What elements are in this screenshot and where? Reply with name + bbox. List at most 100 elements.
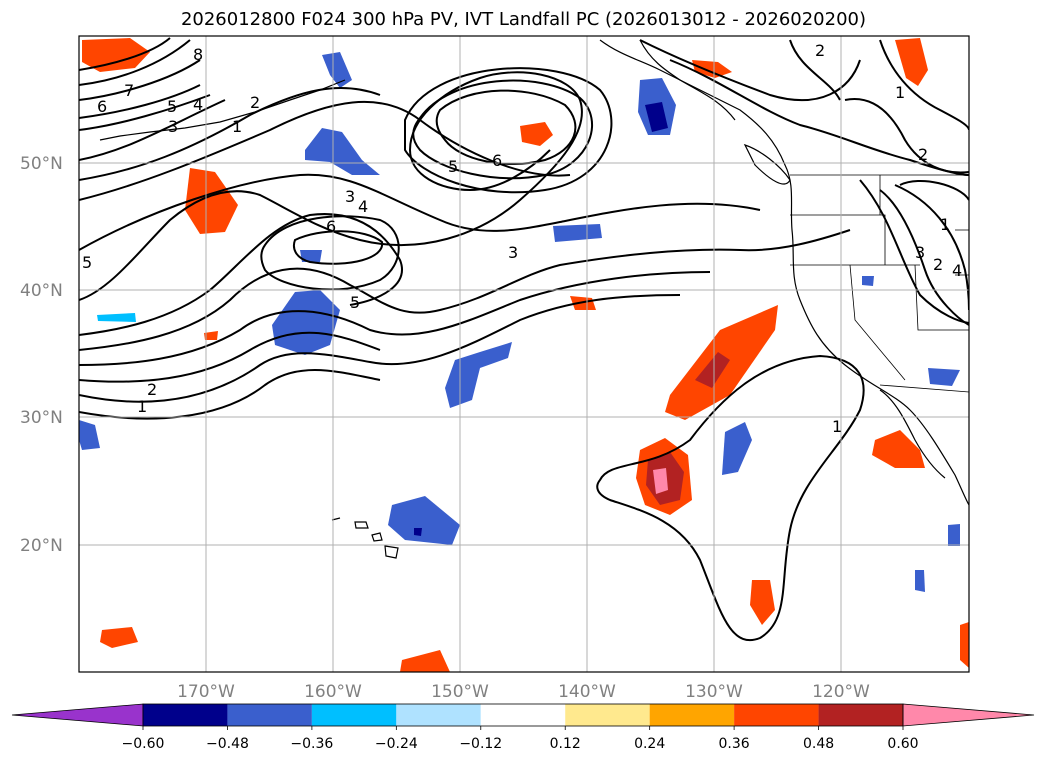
contour-label: 5 <box>82 253 92 272</box>
state-line <box>790 214 886 265</box>
contour-label: 4 <box>952 261 962 280</box>
boundaries <box>790 174 969 393</box>
colorbar-tick-label: −0.12 <box>459 736 502 752</box>
pv-patch-warm <box>82 38 150 72</box>
colorbar-segment <box>480 704 566 726</box>
contour-line <box>79 37 171 71</box>
pv-patch-warm <box>960 622 969 668</box>
contour-label: 1 <box>940 215 950 234</box>
lon-label: 170°W <box>177 682 235 702</box>
colorbar-segment <box>649 704 735 726</box>
contour-line <box>899 179 969 201</box>
pv-patch-warm <box>872 430 925 468</box>
pv-patch-cold <box>948 524 960 546</box>
contour-line <box>844 98 969 174</box>
contour-label: 6 <box>326 217 336 236</box>
contour-label: 1 <box>832 417 842 436</box>
contour-line <box>79 39 191 86</box>
lat-label: 50°N <box>20 154 63 174</box>
contour-label: 2 <box>815 41 825 60</box>
contour-label: 5 <box>167 97 177 116</box>
pv-anomaly-fills <box>79 38 969 672</box>
contour-line <box>79 331 381 383</box>
pv-patch-warm <box>750 580 775 625</box>
contour-line <box>79 59 201 101</box>
contour-line <box>859 179 969 324</box>
colorbar-tick-label: 0.60 <box>887 736 918 752</box>
contour-line <box>79 84 201 119</box>
contour-line <box>79 99 226 161</box>
contour-line <box>79 86 381 181</box>
colorbar-tick-label: 0.12 <box>550 736 581 752</box>
pv-patch-cold <box>928 368 960 386</box>
pv-patch-cold <box>79 420 100 450</box>
pv-patch-cold <box>553 224 602 242</box>
pv-patch-cold <box>97 313 136 322</box>
graticule <box>79 36 969 672</box>
pv-patch-cold <box>915 570 925 592</box>
colorbar-outline <box>142 703 904 727</box>
coastlines <box>99 39 969 559</box>
contour-line <box>79 369 381 420</box>
lon-label: 130°W <box>685 682 743 702</box>
colorbar-tick-label: 0.24 <box>634 736 665 752</box>
contour-label: 5 <box>448 157 458 176</box>
alaska-panhandle <box>639 39 736 121</box>
contour-label: 1 <box>895 83 905 102</box>
pv-patch-warm <box>520 122 553 146</box>
contour-line <box>412 79 594 180</box>
contour-label: 3 <box>168 117 178 136</box>
colorbar-segment <box>818 704 903 726</box>
plot-frame <box>78 35 970 673</box>
contour-label: 1 <box>137 397 147 416</box>
contour-line <box>404 67 613 194</box>
lon-label: 160°W <box>304 682 362 702</box>
colorbar-tick-label: 0.48 <box>803 736 834 752</box>
lon-label: 120°W <box>812 682 870 702</box>
colorbar-tick-label: −0.24 <box>375 736 418 752</box>
vancouver-island <box>743 143 791 185</box>
state-line <box>914 264 969 331</box>
colorbar-segment <box>734 704 819 726</box>
pv-patch-cold <box>388 496 460 545</box>
contour-line <box>879 189 969 326</box>
pv-patch-warm <box>692 60 732 78</box>
contour-line <box>79 100 571 201</box>
colorbar-segment <box>311 704 397 726</box>
map-title: 2026012800 F024 300 hPa PV, IVT Landfall… <box>180 9 867 30</box>
colorbar-segment <box>227 704 312 726</box>
pv-patch-cold <box>445 342 512 408</box>
pv-patch-core <box>695 352 730 388</box>
state-line <box>955 229 969 276</box>
contour-line <box>79 271 711 366</box>
pv-patch-warm <box>100 627 138 648</box>
contour-label: 3 <box>345 187 355 206</box>
pv-patch-core-cold <box>414 528 422 536</box>
contour-label: 4 <box>358 197 368 216</box>
latitude-labels: 50°N 40°N 30°N 20°N <box>20 154 63 556</box>
pv-patch-warm <box>204 331 218 340</box>
pv-patch-warm <box>400 650 450 672</box>
contour-line <box>435 89 577 165</box>
lat-label: 30°N <box>20 408 63 428</box>
contour-label: 5 <box>350 293 360 312</box>
plot-area: 8 7 6 5 4 3 2 1 2 1 5 3 4 6 5 3 6 5 2 1 … <box>79 36 969 672</box>
colorbar: −0.60 −0.48 −0.36 −0.24 −0.12 0.12 0.24 0.36 0.4… <box>11 703 1035 752</box>
pv-patch-cold <box>300 250 322 262</box>
longitude-labels: 170°W 160°W 150°W 140°W 130°W 120°W <box>177 682 870 702</box>
lon-label: 140°W <box>558 682 616 702</box>
lat-label: 20°N <box>20 536 63 556</box>
contour-line <box>260 215 400 291</box>
colorbar-segment <box>565 704 650 726</box>
lon-label: 150°W <box>431 682 489 702</box>
contour-line <box>79 229 851 351</box>
pv-patch-core-cold <box>645 102 668 132</box>
contour-line <box>596 354 865 641</box>
colorbar-extend-low <box>11 703 144 727</box>
aleutian-chain <box>99 79 346 141</box>
contour-line <box>79 294 681 403</box>
colorbar-tick-label: −0.48 <box>206 736 249 752</box>
state-line <box>849 264 906 381</box>
pv-patch-warm <box>185 168 238 234</box>
